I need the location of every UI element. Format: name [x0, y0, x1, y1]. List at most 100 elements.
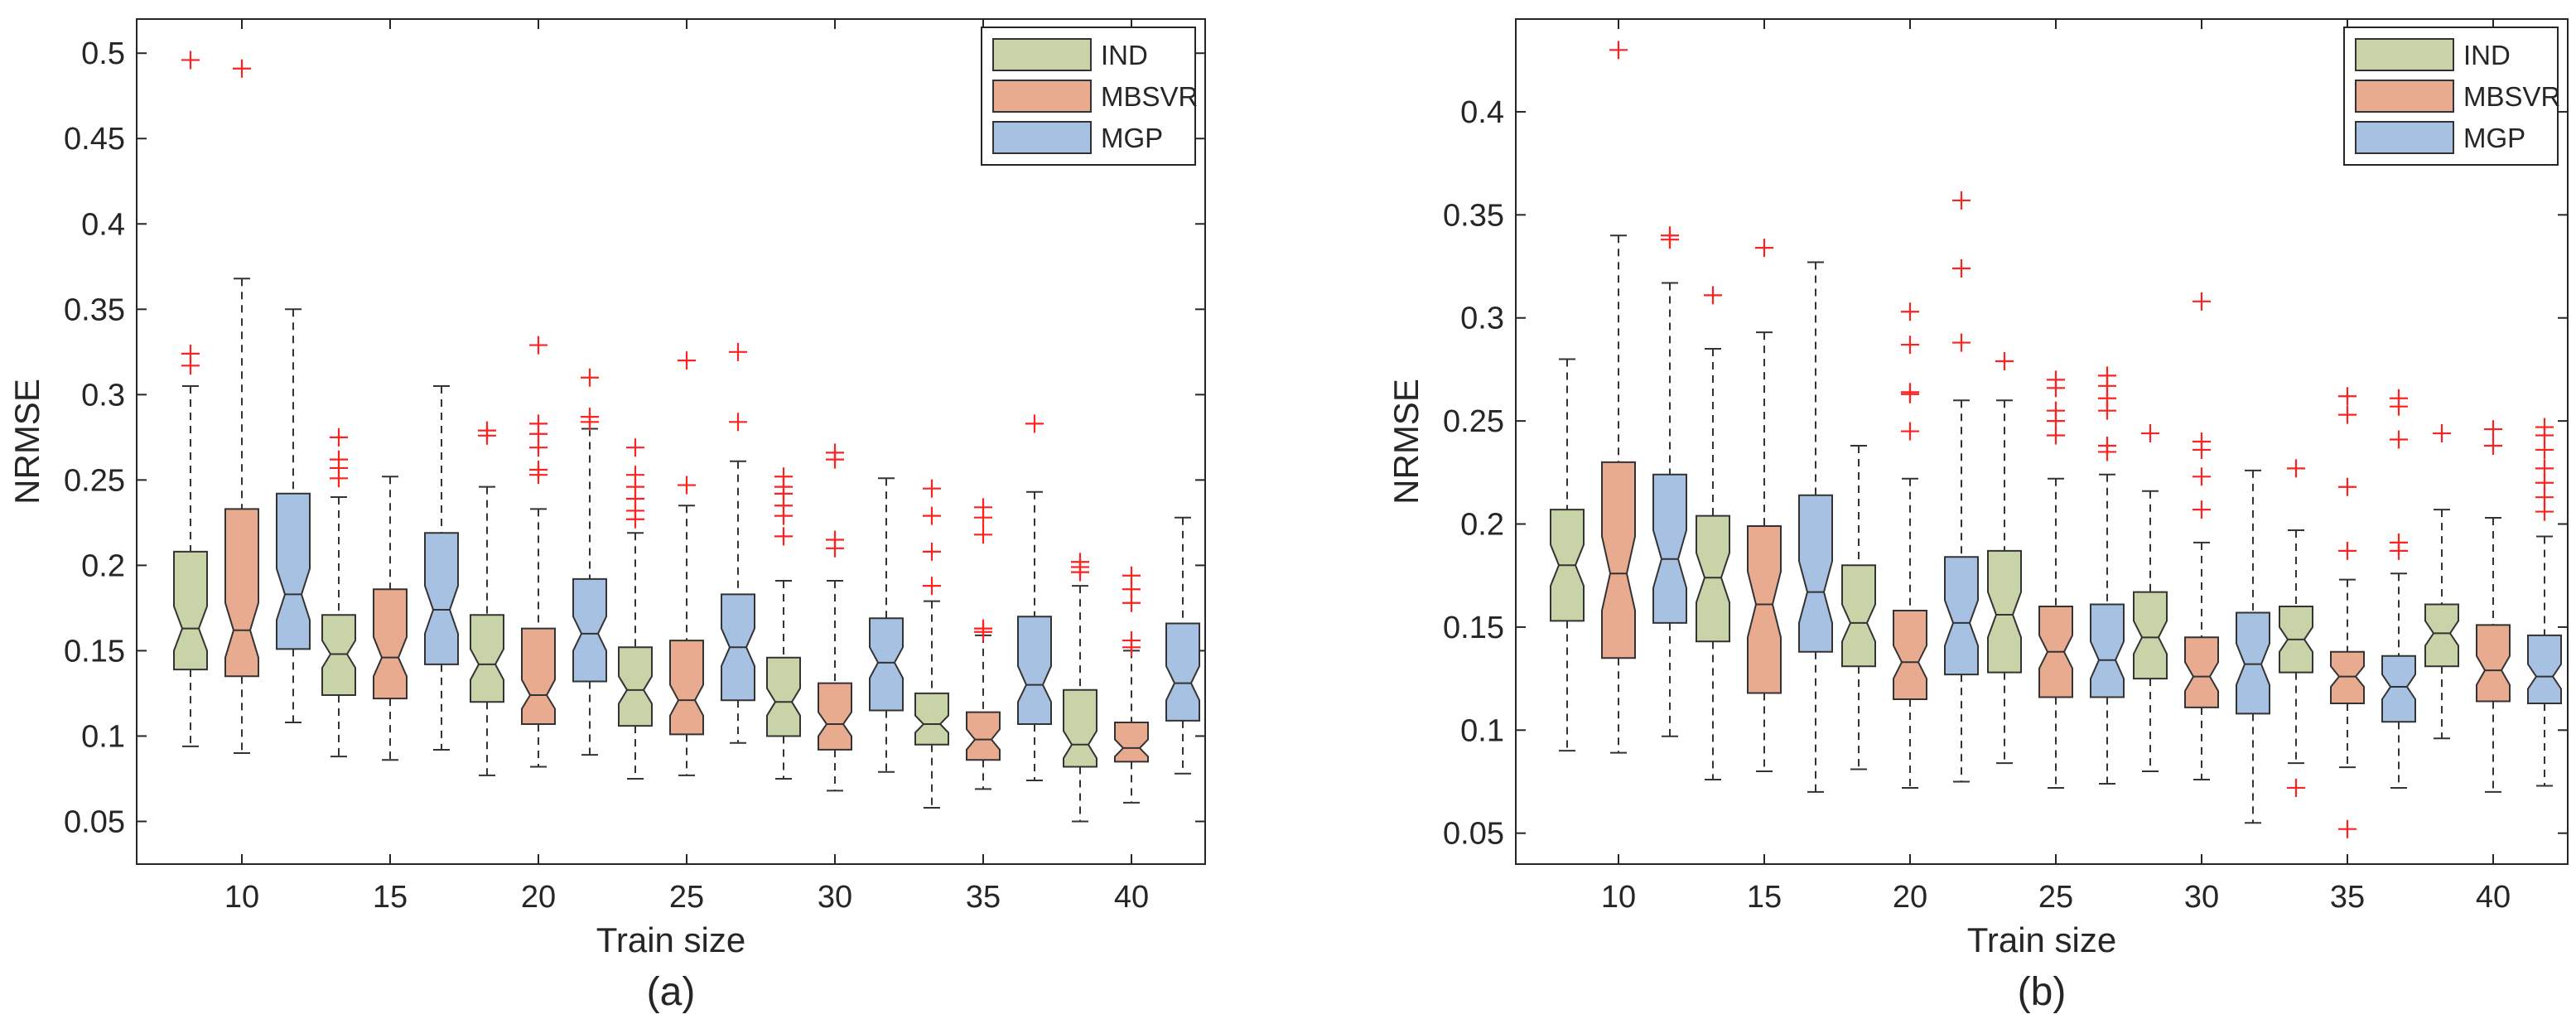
outlier-marker [1071, 563, 1089, 582]
box-mgp-25 [2090, 366, 2125, 785]
outlier-marker [2287, 459, 2305, 478]
outlier-marker [1901, 384, 1919, 403]
box-mbsvr-15 [1747, 239, 1782, 773]
outlier-marker [923, 577, 941, 596]
x-tick-label: 30 [2184, 880, 2219, 915]
box-mgp-10 [276, 308, 311, 723]
legend-label-mgp: MGP [1101, 123, 1163, 153]
notched-box [869, 617, 904, 712]
notched-box [572, 577, 607, 683]
box-ind-35 [2279, 459, 2313, 797]
outlier-marker [2192, 292, 2211, 311]
notched-box [424, 532, 459, 665]
notched-box [1696, 514, 1730, 643]
outlier-marker [974, 622, 992, 641]
box-mbsvr-20 [1893, 302, 1927, 789]
y-tick-label: 0.3 [1460, 302, 1504, 336]
outlier-marker [1901, 336, 1919, 355]
outlier-marker [2535, 440, 2554, 459]
notched-box [1114, 722, 1149, 763]
x-tick-label: 20 [1893, 880, 1927, 915]
y-tick-label: 0.35 [64, 292, 125, 327]
outlier-marker [678, 476, 696, 495]
y-tick-label: 0.35 [1443, 198, 1504, 233]
box-ind-10 [173, 51, 208, 747]
y-tick-label: 0.45 [64, 122, 125, 157]
y-tick-label: 0.3 [81, 378, 125, 413]
legend-swatch-mgp [2355, 121, 2454, 154]
box-mbsvr-25 [669, 351, 704, 776]
box-mbsvr-25 [2038, 370, 2073, 789]
outlier-marker [1901, 302, 1919, 321]
outlier-marker [2338, 405, 2357, 424]
notched-box [2476, 624, 2511, 703]
notched-box [1017, 616, 1052, 725]
notched-box [966, 711, 1001, 761]
box-mbsvr-15 [373, 476, 408, 761]
box-mbsvr-20 [521, 336, 556, 768]
notched-box [1652, 473, 1687, 624]
notched-box [1747, 525, 1782, 694]
box-ind-25 [1987, 351, 2022, 765]
x-tick-label: 10 [224, 880, 259, 915]
outlier-marker [923, 542, 941, 561]
y-tick-label: 0.2 [1460, 508, 1504, 543]
box-ind-40 [2424, 424, 2459, 740]
notched-box [373, 588, 408, 700]
outlier-marker [2192, 467, 2211, 486]
y-tick-label: 0.25 [64, 463, 125, 498]
outlier-marker [2433, 424, 2451, 443]
legend-swatch-mgp [992, 121, 1092, 154]
outlier-marker [2484, 420, 2502, 439]
outlier-marker [1995, 351, 2014, 370]
x-tick-label: 25 [2038, 880, 2073, 915]
x-tick-label: 15 [373, 880, 408, 915]
box-ind-15 [1696, 286, 1730, 780]
box-ind-30 [2133, 424, 2168, 773]
legend-swatch-mbsvr [992, 80, 1092, 113]
outlier-marker [2338, 541, 2357, 560]
x-tick-label: 40 [1114, 880, 1149, 915]
box-ind-35 [914, 479, 949, 809]
outlier-marker [233, 59, 251, 78]
outlier-marker [1661, 230, 1679, 249]
outlier-marker [181, 356, 200, 375]
box-mgp-20 [1944, 191, 1979, 783]
outlier-marker [2098, 401, 2116, 420]
y-tick-label: 0.1 [81, 719, 125, 754]
x-tick-label: 30 [818, 880, 852, 915]
outlier-marker [2192, 440, 2211, 459]
box-mbsvr-35 [966, 498, 1001, 790]
notched-box [618, 646, 653, 727]
x-tick-label: 40 [2476, 880, 2511, 915]
outlier-marker [1025, 414, 1044, 433]
notched-box [1165, 622, 1200, 722]
outlier-marker [581, 368, 599, 387]
notched-box [2184, 636, 2219, 708]
outlier-marker [330, 427, 348, 447]
outlier-marker [2287, 778, 2305, 797]
box-mbsvr-40 [1114, 566, 1149, 804]
y-tick-label: 0.2 [81, 548, 125, 583]
y-tick-label: 0.25 [1443, 404, 1504, 439]
outlier-marker [2047, 379, 2065, 398]
notched-box [2381, 654, 2416, 723]
notched-box [1841, 564, 1876, 668]
box-mgp-35 [2381, 389, 2416, 789]
outlier-marker [181, 51, 200, 70]
outlier-marker [2390, 397, 2408, 416]
outlier-marker [529, 336, 548, 355]
outlier-marker [729, 342, 747, 361]
outlier-marker [626, 510, 644, 529]
y-tick-label: 0.05 [1443, 817, 1504, 852]
notched-box [276, 492, 311, 650]
outlier-marker [529, 466, 548, 485]
notched-box [2133, 591, 2168, 680]
box-ind-30 [766, 467, 801, 780]
box-mgp-40 [1165, 516, 1200, 775]
outlier-marker [774, 527, 793, 546]
x-tick-label: 25 [669, 880, 704, 915]
box-mbsvr-10 [1601, 41, 1636, 754]
outlier-marker [774, 506, 793, 525]
